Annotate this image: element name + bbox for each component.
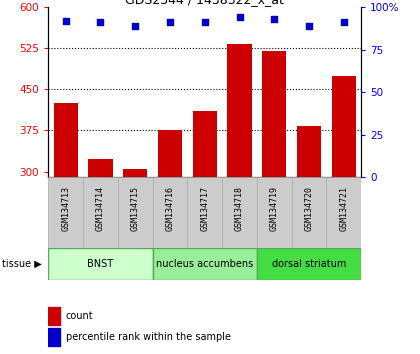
Point <box>236 15 243 20</box>
Text: count: count <box>66 311 93 321</box>
Bar <box>48 248 152 280</box>
Text: tissue ▶: tissue ▶ <box>2 259 42 269</box>
Bar <box>88 159 113 177</box>
Point <box>271 16 278 22</box>
Bar <box>332 76 356 177</box>
Bar <box>297 126 321 177</box>
Point <box>62 18 69 23</box>
Text: GSM134713: GSM134713 <box>61 186 70 232</box>
Bar <box>83 177 118 248</box>
Bar <box>48 328 60 346</box>
Text: GSM134716: GSM134716 <box>165 186 174 232</box>
Bar <box>291 177 326 248</box>
Point <box>306 23 312 29</box>
Text: GSM134719: GSM134719 <box>270 186 279 232</box>
Point <box>167 19 173 25</box>
Bar <box>262 51 286 177</box>
Text: nucleus accumbens: nucleus accumbens <box>156 259 253 269</box>
Point <box>97 19 104 25</box>
Bar <box>257 248 361 280</box>
Bar <box>123 169 147 177</box>
Bar <box>158 130 182 177</box>
Text: GSM134721: GSM134721 <box>339 186 348 232</box>
Text: percentile rank within the sample: percentile rank within the sample <box>66 332 231 342</box>
Bar <box>53 103 78 177</box>
Bar <box>193 111 217 177</box>
Bar <box>48 177 83 248</box>
Bar <box>227 44 252 177</box>
Point <box>341 19 347 25</box>
Point <box>202 19 208 25</box>
Bar <box>152 248 257 280</box>
Bar <box>48 307 60 325</box>
Bar <box>187 177 222 248</box>
Bar <box>152 177 187 248</box>
Point <box>132 23 139 29</box>
Bar <box>326 177 361 248</box>
Title: GDS2344 / 1438322_x_at: GDS2344 / 1438322_x_at <box>125 0 284 6</box>
Text: GSM134714: GSM134714 <box>96 186 105 232</box>
Text: GSM134718: GSM134718 <box>235 186 244 232</box>
Text: dorsal striatum: dorsal striatum <box>272 259 346 269</box>
Bar <box>222 177 257 248</box>
Text: GSM134720: GSM134720 <box>304 186 314 232</box>
Bar <box>118 177 152 248</box>
Text: BNST: BNST <box>87 259 113 269</box>
Text: GSM134715: GSM134715 <box>131 186 140 232</box>
Bar <box>257 177 291 248</box>
Text: GSM134717: GSM134717 <box>200 186 209 232</box>
